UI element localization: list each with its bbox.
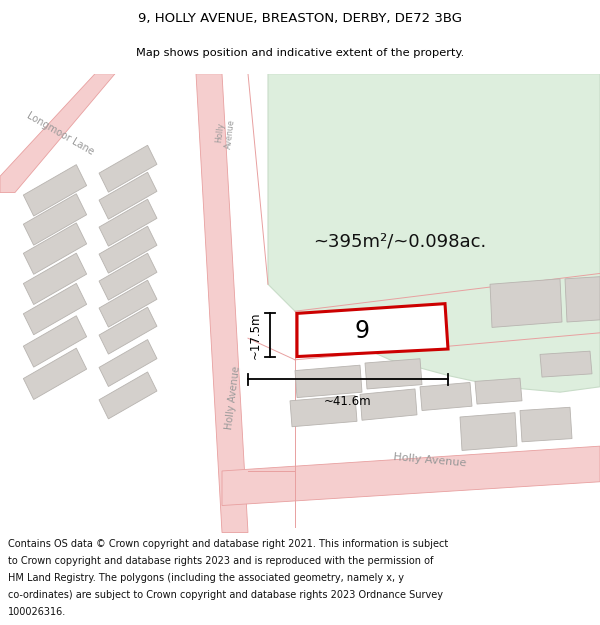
Polygon shape	[99, 307, 157, 354]
Polygon shape	[99, 339, 157, 386]
Polygon shape	[360, 389, 417, 420]
Text: to Crown copyright and database rights 2023 and is reproduced with the permissio: to Crown copyright and database rights 2…	[8, 556, 433, 566]
Polygon shape	[222, 446, 600, 506]
Text: 9: 9	[354, 319, 369, 342]
Polygon shape	[99, 372, 157, 419]
Polygon shape	[490, 279, 562, 328]
Polygon shape	[23, 194, 86, 245]
Polygon shape	[23, 316, 86, 367]
Polygon shape	[268, 74, 600, 392]
Polygon shape	[99, 226, 157, 273]
Polygon shape	[23, 283, 86, 335]
Polygon shape	[365, 359, 422, 389]
Polygon shape	[99, 199, 157, 246]
Polygon shape	[99, 145, 157, 192]
Polygon shape	[520, 408, 572, 442]
Text: co-ordinates) are subject to Crown copyright and database rights 2023 Ordnance S: co-ordinates) are subject to Crown copyr…	[8, 590, 443, 600]
Text: 100026316.: 100026316.	[8, 608, 66, 618]
Text: Map shows position and indicative extent of the property.: Map shows position and indicative extent…	[136, 48, 464, 58]
Text: ~395m²/~0.098ac.: ~395m²/~0.098ac.	[313, 232, 487, 250]
Text: HM Land Registry. The polygons (including the associated geometry, namely x, y: HM Land Registry. The polygons (includin…	[8, 573, 404, 583]
Polygon shape	[99, 173, 157, 219]
Text: Longmoor Lane: Longmoor Lane	[25, 110, 95, 156]
Polygon shape	[420, 382, 472, 411]
Polygon shape	[196, 74, 248, 532]
Text: Holly
Avenue: Holly Avenue	[214, 117, 236, 149]
Polygon shape	[475, 378, 522, 404]
Text: ~41.6m: ~41.6m	[324, 396, 372, 408]
Polygon shape	[23, 223, 86, 274]
Polygon shape	[540, 351, 592, 377]
Polygon shape	[297, 304, 448, 356]
Polygon shape	[23, 348, 86, 399]
Text: 9, HOLLY AVENUE, BREASTON, DERBY, DE72 3BG: 9, HOLLY AVENUE, BREASTON, DERBY, DE72 3…	[138, 12, 462, 25]
Polygon shape	[295, 365, 362, 398]
Polygon shape	[460, 412, 517, 451]
Text: Holly Avenue: Holly Avenue	[224, 365, 242, 430]
Text: Holly Avenue: Holly Avenue	[393, 452, 467, 468]
Text: Contains OS data © Crown copyright and database right 2021. This information is : Contains OS data © Crown copyright and d…	[8, 539, 448, 549]
Polygon shape	[0, 74, 115, 192]
Polygon shape	[290, 396, 357, 427]
Polygon shape	[99, 253, 157, 300]
Text: ~17.5m: ~17.5m	[249, 311, 262, 359]
Polygon shape	[23, 164, 86, 216]
Polygon shape	[23, 253, 86, 304]
Polygon shape	[99, 280, 157, 327]
Polygon shape	[565, 277, 600, 322]
